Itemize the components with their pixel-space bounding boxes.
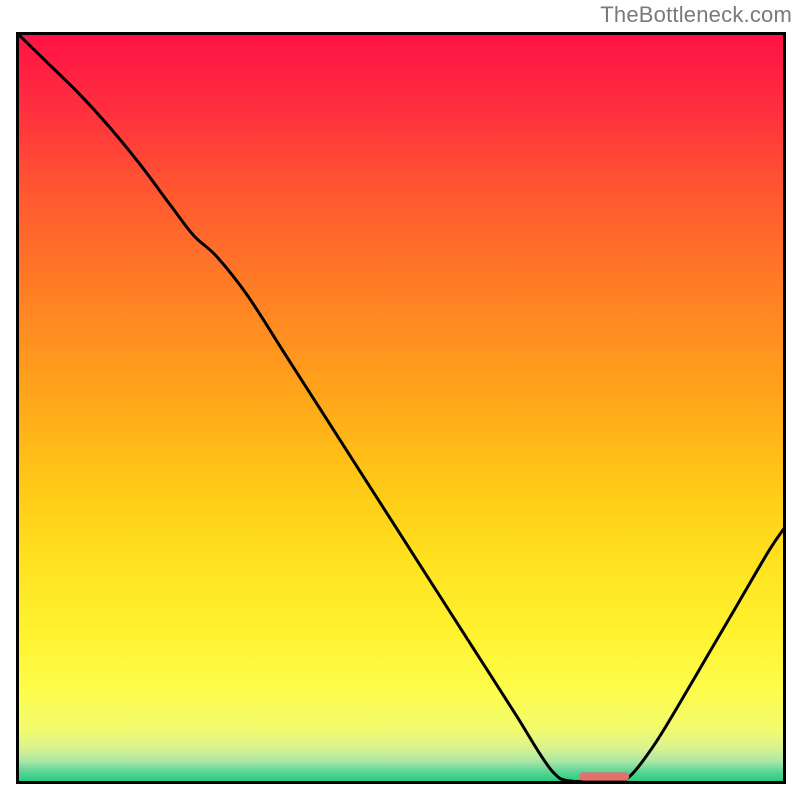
plot-background (18, 34, 785, 783)
chart-svg (0, 0, 800, 800)
optimal-marker (579, 772, 629, 780)
chart-container: TheBottleneck.com (0, 0, 800, 800)
watermark-text: TheBottleneck.com (600, 2, 792, 28)
